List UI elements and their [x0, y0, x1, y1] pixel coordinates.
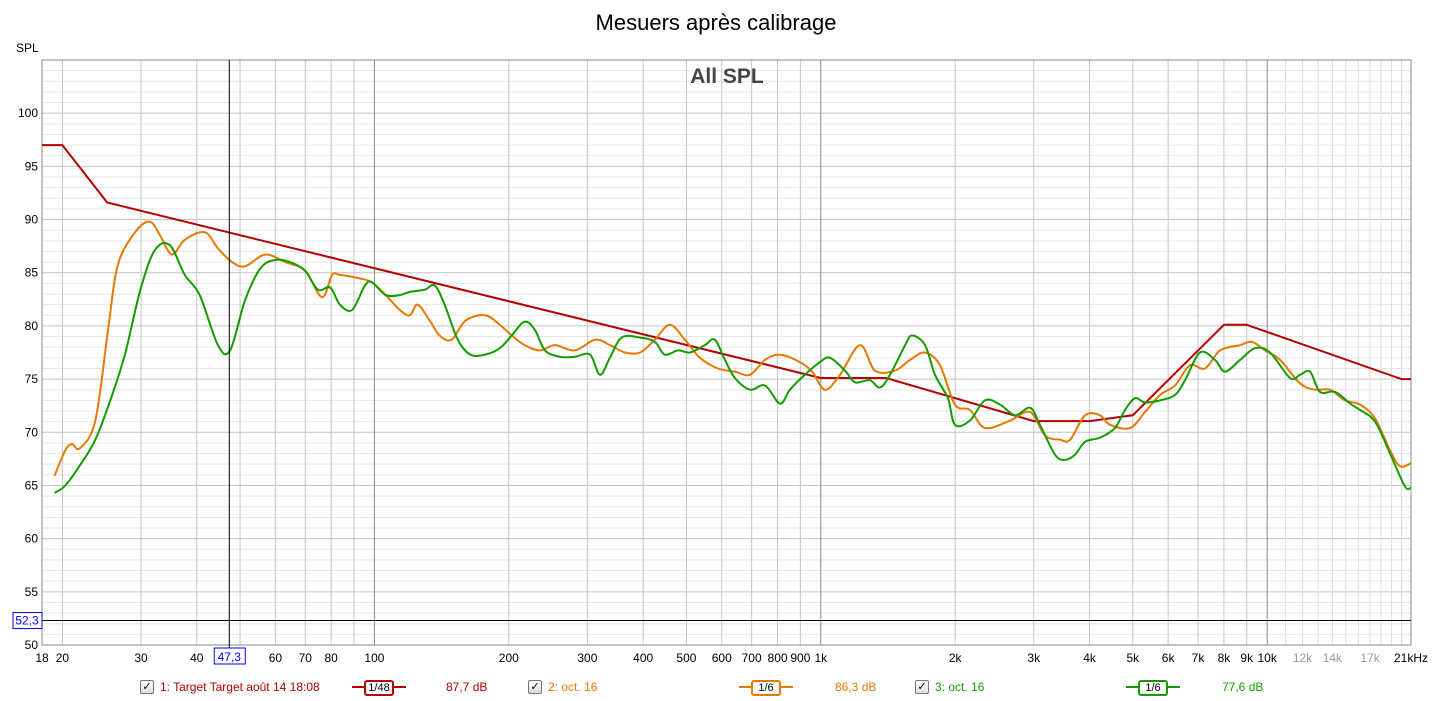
y-tick-label: 80 [25, 319, 39, 333]
y-tick-label: 100 [18, 106, 38, 120]
x-tick-label: 10k [1257, 651, 1277, 665]
x-tick-label: 3k [1027, 651, 1041, 665]
axis-ticks: 50 55 60 65 70 75 80 85 90 95 100 18 20 30 40 60 70 80 100… [18, 106, 1428, 665]
y-tick-label: 90 [25, 213, 39, 227]
series-visibility-checkbox[interactable]: ✓ [528, 680, 542, 694]
x-tick-label: 500 [676, 651, 696, 665]
x-tick-label: 200 [499, 651, 519, 665]
series-line-2 [53, 220, 1412, 477]
x-tick-label: 7k [1192, 651, 1206, 665]
x-tick-label: 300 [577, 651, 597, 665]
x-tick-label: 40 [190, 651, 204, 665]
legend-value: 87,7 dB [446, 680, 488, 694]
x-tick-label: 1k [814, 651, 828, 665]
cursor-x-readout: 47,3 [218, 650, 242, 664]
y-tick-label: 75 [25, 372, 39, 386]
x-tick-label: 70 [299, 651, 313, 665]
x-tick-label: 30 [134, 651, 148, 665]
chart-subtitle: All SPL [690, 65, 764, 88]
smoothing-label: 1/6 [1138, 680, 1168, 696]
x-tick-label: 18 [35, 651, 49, 665]
cursor-x-readout-box [213, 647, 246, 665]
cursor-y-readout: 52,3 [15, 614, 39, 628]
x-tick-label: 14k [1323, 651, 1343, 665]
cursor-y-readout-box [12, 612, 43, 630]
legend-item-3: ✓ 3: oct. 16 [915, 678, 984, 696]
x-tick-label: 800 [768, 651, 788, 665]
smoothing-label: 1/48 [364, 680, 394, 696]
series-visibility-checkbox[interactable]: ✓ [915, 680, 929, 694]
x-tick-label: 100 [364, 651, 384, 665]
y-tick-label: 60 [25, 532, 39, 546]
legend-value: 86,3 dB [835, 680, 877, 694]
y-tick-label: 85 [25, 266, 39, 280]
legend-series-name: 3: oct. 16 [935, 680, 985, 694]
x-tick-label: 400 [633, 651, 653, 665]
legend-item-1: ✓ 1: Target Target août 14 18:08 [140, 678, 320, 696]
legend-item-2: ✓ 2: oct. 16 [528, 678, 597, 696]
y-tick-label: 55 [25, 585, 39, 599]
legend-value: 77,6 dB [1222, 680, 1264, 694]
x-tick-label: 20 [56, 651, 70, 665]
x-tick-label: 60 [269, 651, 283, 665]
x-tick-label: 4k [1083, 651, 1097, 665]
legend-series-name: 2: oct. 16 [548, 680, 598, 694]
y-tick-label: 65 [25, 478, 39, 492]
x-tick-label: 21kHz [1394, 651, 1428, 665]
plot-background [42, 60, 1411, 645]
x-tick-label: 9k [1240, 651, 1254, 665]
y-axis-label: SPL [16, 41, 39, 55]
x-tick-label: 900 [790, 651, 810, 665]
series-visibility-checkbox[interactable]: ✓ [140, 680, 154, 694]
legend-series-name: 1: Target Target août 14 18:08 [160, 680, 320, 694]
x-tick-label: 600 [712, 651, 732, 665]
cursor[interactable]: 47,3 52,3 [12, 60, 1411, 665]
chart-title: Mesuers après calibrage [596, 10, 837, 35]
series-lines [42, 144, 1412, 494]
grid [41, 59, 1412, 646]
y-tick-label: 70 [25, 425, 39, 439]
x-tick-label: 8k [1218, 651, 1232, 665]
smoothing-label: 1/6 [751, 680, 781, 696]
x-tick-label: 700 [742, 651, 762, 665]
x-tick-label: 5k [1126, 651, 1140, 665]
series-line-3 [53, 242, 1412, 494]
y-tick-label: 50 [25, 638, 39, 652]
plot-frame [41, 59, 1412, 646]
x-tick-label: 6k [1162, 651, 1176, 665]
x-tick-label: 12k [1293, 651, 1313, 665]
x-tick-label: 80 [324, 651, 338, 665]
series-line-1 [42, 144, 1411, 423]
x-tick-label: 17k [1360, 651, 1380, 665]
x-tick-label: 2k [949, 651, 963, 665]
y-tick-label: 95 [25, 159, 39, 173]
